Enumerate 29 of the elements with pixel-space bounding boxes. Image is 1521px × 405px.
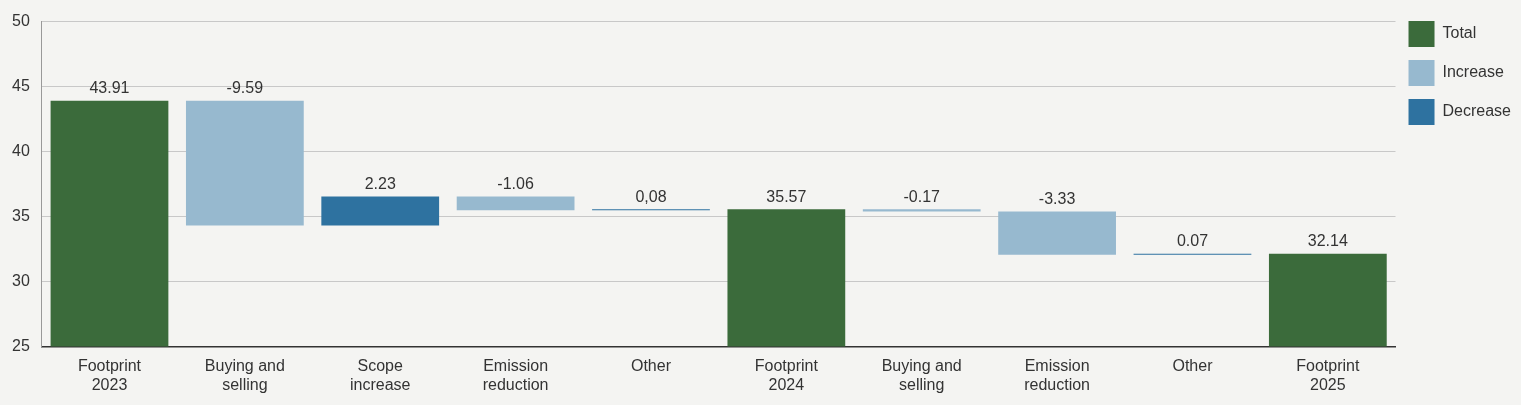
data-label: 43.91 xyxy=(89,79,130,97)
x-tick-label: Scope increase xyxy=(349,356,411,393)
x-tick-label: Emission reduction xyxy=(482,356,549,393)
x-tick-label: Buying and selling xyxy=(204,356,285,393)
x-tick-label: Emission reduction xyxy=(1024,356,1091,393)
data-label: -9.59 xyxy=(226,79,264,97)
data-label: 35.57 xyxy=(766,187,807,205)
data-label: 0.07 xyxy=(1176,232,1209,250)
data-label: -0.17 xyxy=(903,187,941,205)
x-tick-label: Footprint 2025 xyxy=(1296,356,1360,393)
y-tick-label: 45 xyxy=(12,77,30,95)
legend-label: Decrease xyxy=(1442,102,1512,120)
legend-label: Total xyxy=(1442,24,1477,42)
y-tick-label: 35 xyxy=(12,207,30,225)
data-label: -3.33 xyxy=(1038,189,1076,207)
x-tick-label: Footprint 2023 xyxy=(77,356,142,393)
y-tick-label: 30 xyxy=(12,272,30,290)
data-label: 0,08 xyxy=(635,187,667,205)
y-tick-label: 50 xyxy=(12,12,30,30)
y-tick-label: 40 xyxy=(12,142,30,160)
x-tick-label: Buying and selling xyxy=(881,356,962,393)
data-label: -1.06 xyxy=(497,174,534,192)
data-label: 32.14 xyxy=(1307,232,1348,250)
x-tick-label: Footprint 2024 xyxy=(754,356,819,393)
x-tick-label: Other xyxy=(1172,356,1214,374)
y-tick-label: 25 xyxy=(12,337,30,355)
data-label: 2.23 xyxy=(364,174,396,192)
legend-label: Increase xyxy=(1442,63,1504,81)
x-tick-label: Other xyxy=(630,356,672,374)
